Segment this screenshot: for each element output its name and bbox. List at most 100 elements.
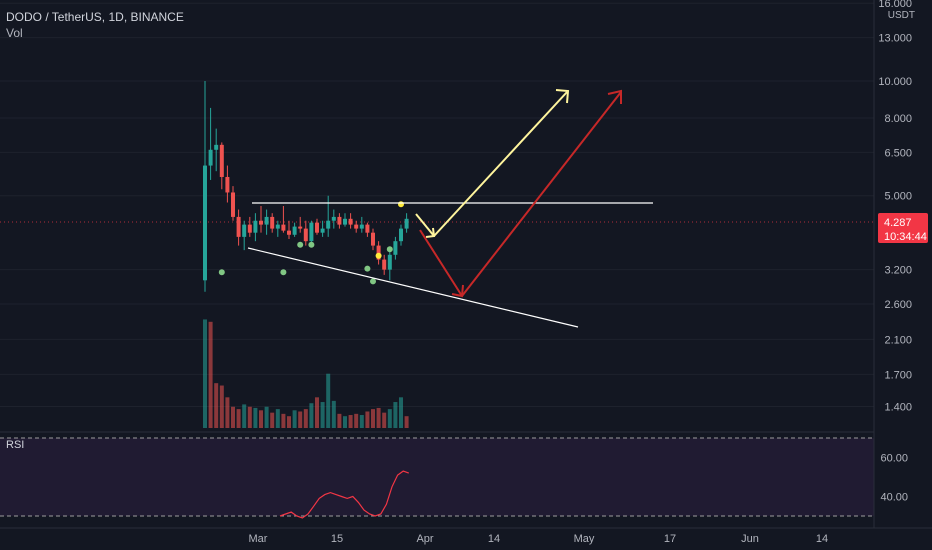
signal-dot — [364, 265, 371, 272]
candle-body — [287, 230, 291, 235]
candle-body — [359, 224, 364, 229]
red-up-arrowhead — [607, 89, 622, 104]
candle-body — [281, 224, 286, 231]
price-tick: 13.000 — [878, 33, 912, 45]
candle-body — [343, 218, 347, 225]
signal-dot — [218, 269, 225, 276]
volume-bar — [298, 411, 303, 428]
candle-body — [326, 220, 331, 229]
price-tick: 6.500 — [884, 147, 912, 159]
candle-body — [320, 228, 325, 233]
volume-bar — [348, 415, 353, 428]
time-tick: 15 — [331, 533, 343, 545]
signal-markers — [218, 201, 404, 285]
signal-dot — [308, 241, 315, 248]
candle-body — [259, 220, 263, 225]
price-badge: 4.287 10:34:44 — [878, 213, 928, 243]
volume-bar — [343, 416, 347, 428]
volume-bar — [331, 400, 336, 428]
time-tick: Apr — [416, 533, 433, 545]
volume-bar — [231, 406, 235, 428]
volume-bar — [371, 409, 375, 428]
volume-bar — [219, 385, 224, 428]
grid-lines — [0, 2, 874, 407]
chart-header: DODO / TetherUS, 1D, BINANCE Vol — [6, 9, 184, 41]
time-tick: Mar — [249, 533, 268, 545]
volume-bar — [253, 407, 258, 428]
volume-bar — [208, 321, 213, 428]
signal-dot — [375, 252, 382, 259]
volume-bar — [387, 409, 392, 428]
yellow-up-arrowhead — [555, 89, 570, 104]
volume-bar — [203, 319, 207, 428]
candle-body — [354, 224, 359, 229]
volume-bar — [365, 411, 370, 428]
candle-body — [382, 259, 387, 270]
volume-bar — [359, 415, 364, 428]
signal-dot — [398, 201, 404, 208]
candle-body — [219, 144, 224, 177]
rsi-band — [0, 438, 874, 516]
price-tick: 10.000 — [878, 76, 912, 88]
price-badge-value: 4.287 — [884, 217, 912, 229]
price-tick: 5.000 — [884, 191, 912, 203]
candle-body — [376, 245, 381, 260]
candle-body — [315, 222, 319, 233]
volume-bar — [247, 406, 252, 428]
price-badge-countdown: 10:34:44 — [884, 231, 927, 243]
currency-label: USDT — [888, 10, 915, 21]
candle-body — [225, 176, 230, 193]
annotations — [247, 89, 653, 328]
volume-bar — [242, 404, 247, 428]
red-down-arrow — [419, 229, 463, 297]
signal-dot — [297, 241, 304, 248]
yellow-up-arrow — [433, 91, 568, 237]
price-axis[interactable]: 16.000 13.000 10.000 8.000 6.500 5.000 3.200 2.… — [873, 0, 932, 528]
rsi-line — [279, 470, 410, 519]
volume-bar — [264, 406, 269, 428]
candle-body — [393, 241, 398, 255]
time-tick: Jun — [741, 533, 759, 545]
volume-bar — [309, 403, 314, 428]
candle-body — [292, 226, 297, 235]
volume-bar — [399, 397, 403, 428]
candle-body — [365, 224, 370, 233]
volume-bar — [214, 383, 219, 428]
volume-bar — [354, 413, 359, 428]
candle-body — [270, 216, 275, 229]
signal-dot — [280, 269, 287, 276]
candle-body — [253, 220, 258, 233]
candle-body — [214, 144, 219, 150]
price-tick: 2.600 — [884, 299, 912, 311]
price-tick: 1.400 — [884, 401, 912, 413]
red-up-arrow — [461, 91, 622, 297]
rsi-tick: 40.00 — [880, 492, 908, 504]
price-tick: 16.000 — [878, 0, 912, 10]
volume-bar — [225, 397, 230, 428]
volume-bar — [275, 409, 280, 428]
volume-bar — [259, 410, 263, 428]
volume-bar — [393, 402, 398, 428]
candle-body — [242, 224, 247, 237]
support-trendline — [247, 247, 579, 328]
signal-dot — [370, 278, 376, 285]
candle-body — [231, 192, 235, 217]
volume-bars — [203, 319, 409, 428]
volume-bar — [287, 416, 291, 428]
candle-body — [399, 228, 403, 242]
candle-body — [275, 224, 280, 229]
candle-body — [337, 216, 342, 225]
time-axis[interactable]: Mar 15 Apr 14 May 17 Jun 14 — [0, 527, 932, 545]
candle-body — [404, 218, 409, 229]
time-tick: 17 — [664, 533, 676, 545]
time-tick: May — [574, 533, 595, 545]
candle-body — [208, 149, 213, 166]
price-tick: 3.200 — [884, 265, 912, 277]
rsi-tick: 60.00 — [880, 453, 908, 465]
volume-bar — [337, 413, 342, 428]
volume-bar — [326, 373, 331, 428]
candle-body — [348, 218, 353, 225]
candle-body — [247, 224, 252, 233]
candle-body — [264, 216, 269, 225]
